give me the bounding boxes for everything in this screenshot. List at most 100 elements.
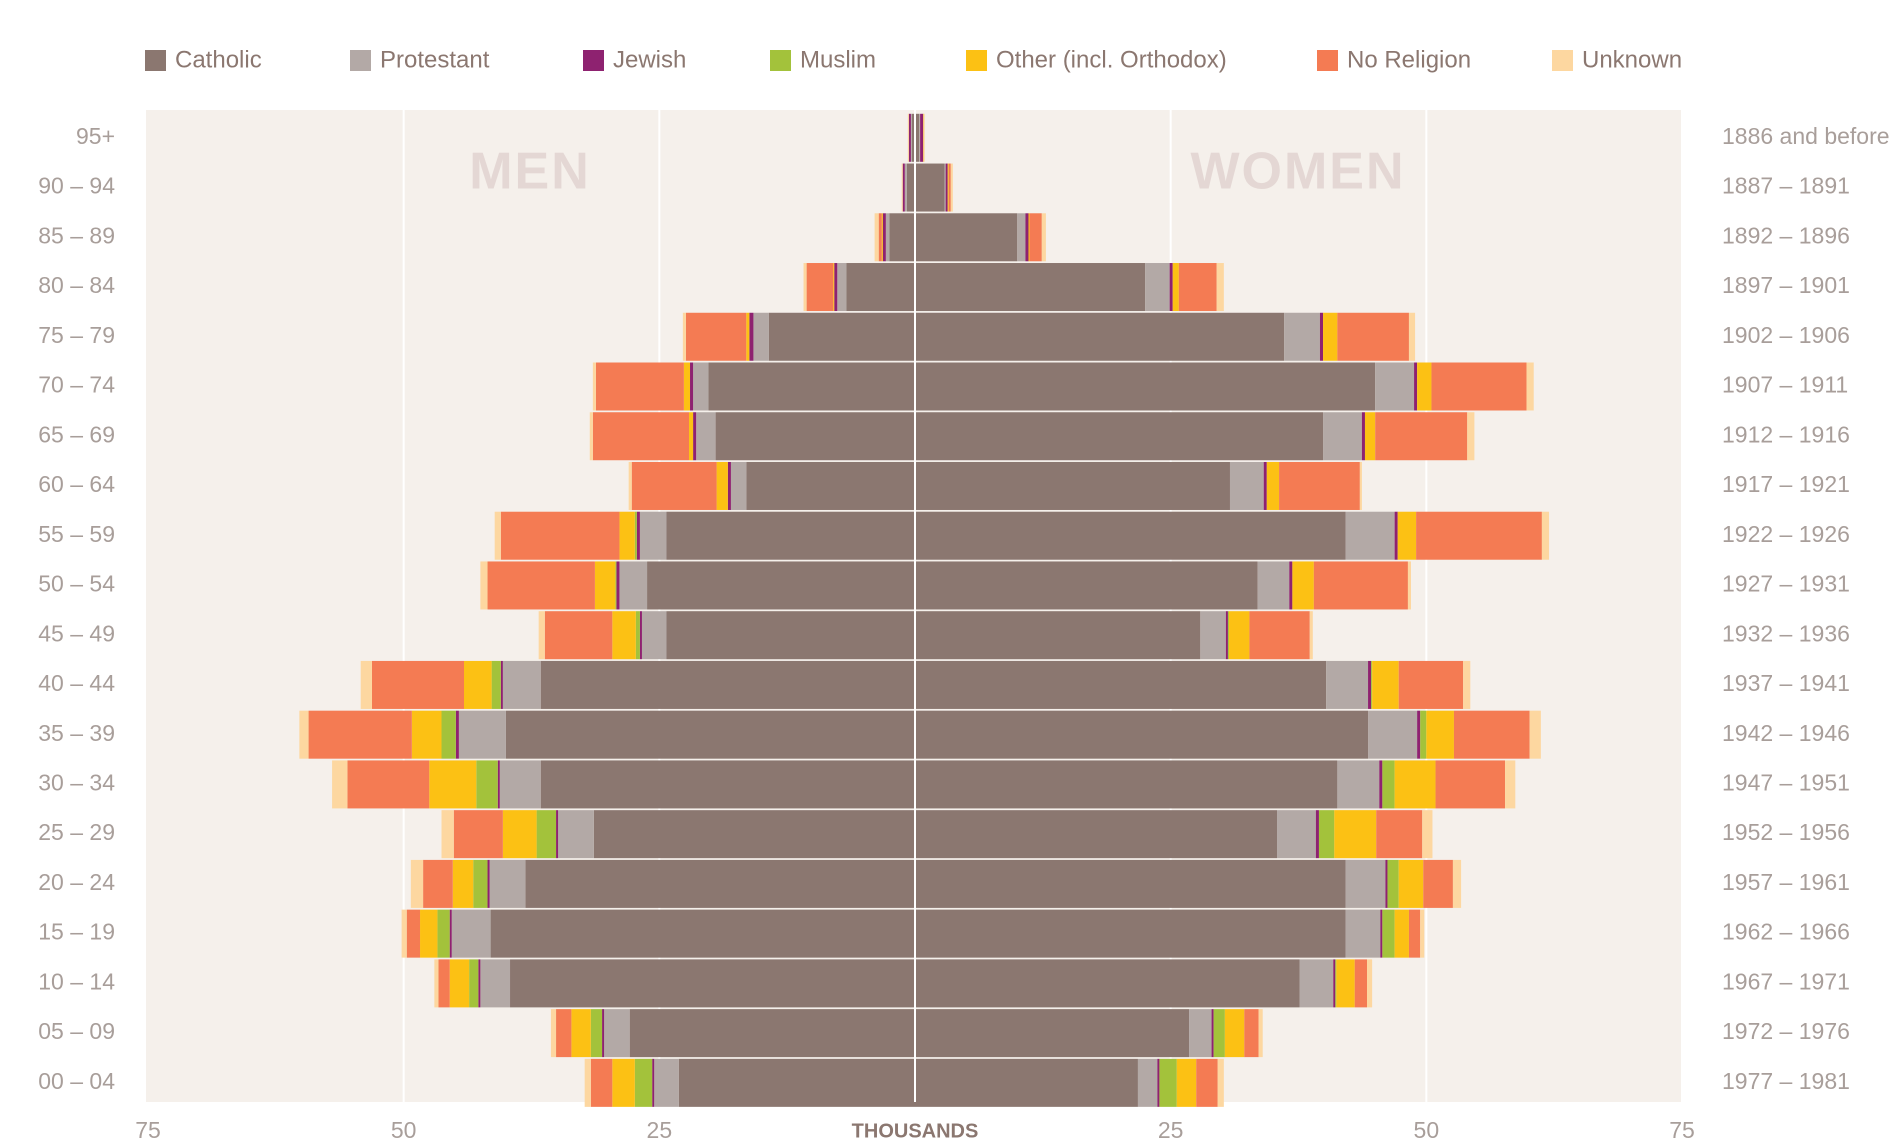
bar-segment — [592, 412, 689, 461]
bar-segment — [716, 461, 728, 510]
bar-segment — [910, 113, 912, 162]
birth-year-label: 1887 – 1891 — [1722, 173, 1850, 199]
bar-segment — [491, 660, 501, 709]
bar-segment — [915, 660, 1327, 709]
x-tick-label: 50 — [391, 1117, 417, 1142]
bar-segment — [1361, 412, 1365, 461]
bar-segment — [1319, 312, 1324, 361]
bar-segment — [915, 1058, 1138, 1107]
bar-segment — [612, 611, 636, 660]
age-label: 00 – 04 — [38, 1068, 115, 1094]
bar-segment — [636, 511, 640, 560]
bar-segment — [693, 412, 697, 461]
bar-segment — [1216, 263, 1224, 312]
bar-segment — [590, 1058, 613, 1107]
bar-segment — [730, 461, 747, 510]
bar-segment — [915, 362, 1376, 411]
bar-segment — [833, 263, 835, 312]
birth-year-label: 1892 – 1896 — [1722, 222, 1850, 248]
bar-segment — [571, 1009, 591, 1058]
bar-segment — [1467, 412, 1475, 461]
bar-segment — [753, 312, 769, 361]
bar-segment — [494, 511, 501, 560]
bar-segment — [1382, 909, 1395, 958]
bar-segment — [688, 412, 694, 461]
bar-segment — [1289, 561, 1293, 610]
bar-segment — [1452, 859, 1462, 908]
bar-segment — [919, 113, 921, 162]
age-label: 75 – 79 — [38, 322, 115, 348]
bar-segment — [915, 810, 1278, 859]
bar-segment — [1227, 611, 1229, 660]
bar-segment — [749, 312, 754, 361]
bar-segment — [901, 163, 903, 212]
bar-segment — [915, 561, 1258, 610]
bar-segment — [1435, 760, 1506, 809]
age-label: 50 – 54 — [38, 571, 115, 597]
bar-segment — [908, 113, 911, 162]
bar-segment — [371, 660, 465, 709]
bar-segment — [945, 163, 948, 212]
bar-segment — [639, 611, 642, 660]
bar-segment — [915, 263, 1146, 312]
bar-segment — [641, 611, 667, 660]
bar-segment — [1229, 461, 1264, 510]
birth-year-label: 1902 – 1906 — [1722, 322, 1850, 348]
bar-segment — [1345, 909, 1381, 958]
bar-segment — [915, 163, 945, 212]
bar-segment — [1364, 412, 1376, 461]
bar-segment — [480, 561, 488, 610]
x-tick-label: 75 — [1669, 1117, 1695, 1142]
age-label: 35 – 39 — [38, 720, 115, 746]
bar-segment — [502, 810, 537, 859]
bar-segment — [1326, 660, 1369, 709]
birth-year-label: 1886 and before — [1722, 123, 1890, 149]
bar-segment — [1257, 561, 1290, 610]
birth-year-label: 1897 – 1901 — [1722, 272, 1850, 298]
bar-segment — [1336, 959, 1355, 1008]
bar-segment — [1375, 362, 1415, 411]
x-tick-label: 25 — [647, 1117, 673, 1142]
age-label: 30 – 34 — [38, 769, 115, 795]
bar-segment — [746, 461, 915, 510]
bar-segment — [1337, 312, 1409, 361]
bar-segment — [1423, 859, 1453, 908]
bar-segment — [947, 163, 949, 212]
bar-segment — [1172, 263, 1179, 312]
bar-segment — [1224, 1009, 1245, 1058]
bar-segment — [907, 113, 909, 162]
bar-segment — [1385, 859, 1388, 908]
bar-segment — [906, 163, 915, 212]
bar-segment — [1292, 561, 1314, 610]
bar-segment — [1337, 760, 1380, 809]
bar-segment — [1309, 611, 1313, 660]
age-label: 55 – 59 — [38, 521, 115, 547]
bar-segment — [1017, 213, 1026, 262]
bar-segment — [1407, 561, 1411, 610]
bar-segment — [423, 859, 453, 908]
age-label: 95+ — [76, 123, 115, 149]
bar-segment — [696, 412, 716, 461]
bar-segment — [469, 959, 479, 1008]
bar-segment — [882, 213, 886, 262]
bar-segment — [458, 710, 506, 759]
bar-segment — [628, 461, 632, 510]
bar-segment — [1359, 461, 1362, 510]
bar-segment — [476, 760, 498, 809]
x-tick-label: 25 — [1158, 1117, 1184, 1142]
bar-segment — [666, 511, 915, 560]
birth-year-label: 1927 – 1931 — [1722, 571, 1850, 597]
bar-segment — [1284, 312, 1320, 361]
bar-segment — [589, 412, 593, 461]
bar-segment — [612, 1058, 635, 1107]
age-label: 05 – 09 — [38, 1018, 115, 1044]
bar-segment — [487, 561, 595, 610]
bar-segment — [499, 760, 541, 809]
legend-swatch — [770, 50, 791, 71]
bar-segment — [550, 1009, 557, 1058]
bar-segment — [715, 412, 915, 461]
bar-segment — [666, 611, 915, 660]
bar-segment — [837, 263, 847, 312]
legend-label: Protestant — [380, 46, 490, 73]
